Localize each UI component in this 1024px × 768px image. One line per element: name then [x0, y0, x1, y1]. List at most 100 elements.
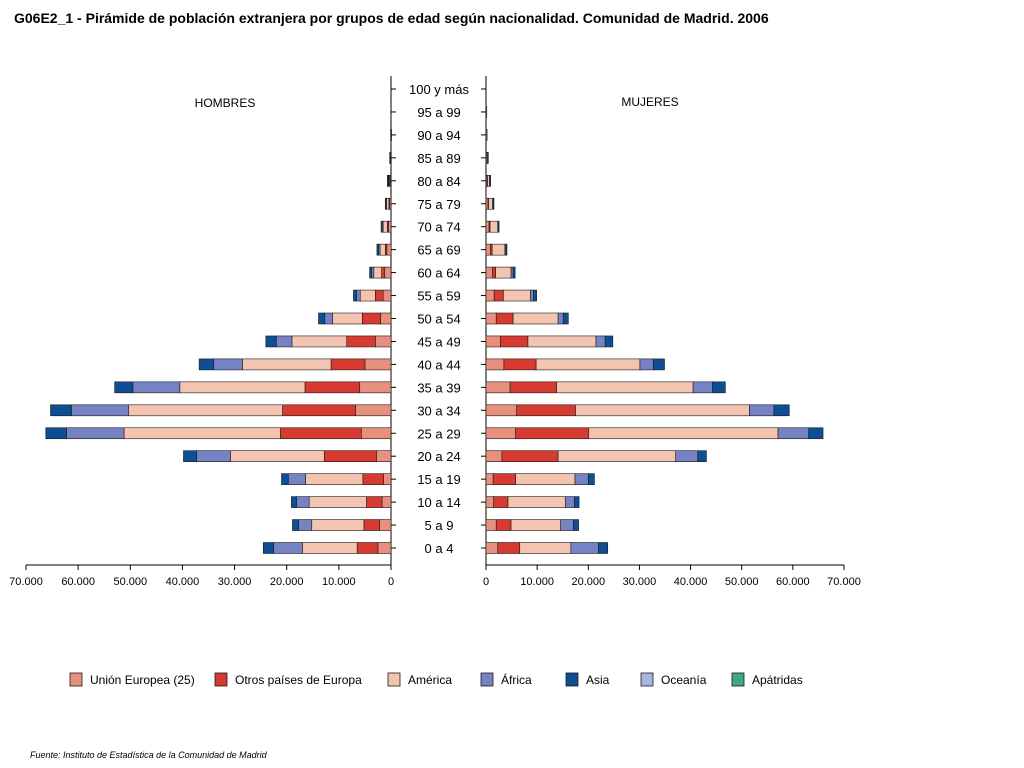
- men-value-tick-label: 30.000: [218, 576, 252, 588]
- men-value-tick-label: 40.000: [166, 576, 200, 588]
- women-bar-5-a-9-4: [573, 519, 579, 531]
- women-bar-45-a-49-4: [604, 335, 614, 348]
- women-value-tick-label: 70.000: [827, 576, 861, 588]
- men-bar-55-a-59-2: [359, 289, 376, 302]
- women-bar-15-a-19-4: [587, 473, 595, 485]
- men-bar-70-a-74-2: [382, 220, 388, 233]
- women-bar-40-a-44-3: [639, 358, 654, 371]
- men-bar-65-a-69-4: [376, 243, 379, 256]
- men-bar-40-a-44-2: [242, 358, 332, 371]
- men-bar-60-a-64-2: [373, 266, 382, 279]
- men-bar-50-a-54-3: [324, 312, 333, 325]
- men-value-tick-label: 50.000: [113, 576, 147, 588]
- men-bar-35-a-39-2: [179, 381, 306, 394]
- women-bar-30-a-34-4: [773, 404, 790, 417]
- men-bar-15-a-19-0: [383, 473, 392, 485]
- legend-label-3: África: [501, 672, 532, 687]
- women-bar-45-a-49-3: [595, 335, 606, 348]
- source-note: Fuente: Instituto de Estadística de la C…: [30, 750, 267, 760]
- women-bar-0-a-4-3: [570, 542, 599, 554]
- men-bar-30-a-34-2: [128, 404, 283, 417]
- age-label-0-a-4: 0 a 4: [425, 541, 454, 556]
- women-bar-10-a-14-2: [507, 496, 566, 508]
- men-bar-0-a-4-0: [377, 542, 392, 554]
- men-bar-90-a-94-2: [390, 129, 392, 141]
- men-bar-30-a-34-4: [50, 404, 72, 417]
- women-bar-35-a-39-3: [692, 381, 713, 394]
- women-bar-60-a-64-1: [492, 266, 497, 279]
- women-bar-30-a-34-1: [516, 404, 576, 417]
- women-bar-20-a-24-0: [485, 450, 503, 463]
- women-bar-30-a-34-0: [485, 404, 517, 417]
- women-panel-label: MUJERES: [621, 95, 678, 109]
- men-bar-70-a-74-4: [380, 220, 383, 233]
- legend-swatch-2: [387, 672, 401, 687]
- men-bar-45-a-49-1: [346, 335, 376, 348]
- men-bar-5-a-9-1: [363, 519, 380, 531]
- men-bar-45-a-49-0: [375, 335, 392, 348]
- women-bar-30-a-34-3: [749, 404, 775, 417]
- men-bar-20-a-24-2: [230, 450, 325, 463]
- women-bar-60-a-64-0: [485, 266, 493, 279]
- age-label-95-a-99: 95 a 99: [417, 105, 460, 120]
- men-bar-0-a-4-4: [262, 542, 274, 554]
- men-bar-40-a-44-0: [364, 358, 392, 371]
- women-bar-55-a-59-1: [493, 289, 504, 302]
- men-bar-30-a-34-0: [355, 404, 392, 417]
- women-bar-70-a-74-0: [485, 220, 490, 233]
- women-bars: [485, 106, 824, 554]
- men-bar-40-a-44-1: [330, 358, 366, 371]
- men-bar-45-a-49-3: [275, 335, 293, 348]
- women-value-tick-label: 50.000: [725, 576, 759, 588]
- men-value-tick-label: 10.000: [322, 576, 356, 588]
- women-bar-60-a-64-3: [510, 266, 514, 279]
- men-bar-25-a-29-2: [123, 427, 281, 440]
- men-bar-35-a-39-0: [359, 381, 392, 394]
- men-bar-60-a-64-4: [369, 266, 373, 279]
- women-bar-60-a-64-2: [495, 266, 512, 279]
- men-bar-5-a-9-2: [311, 519, 365, 531]
- men-bar-60-a-64-3: [371, 266, 375, 279]
- men-bar-55-a-59-3: [356, 289, 361, 302]
- age-label-15-a-19: 15 a 19: [417, 472, 460, 487]
- men-bar-20-a-24-4: [183, 450, 197, 463]
- women-ticks: 0 10.000 20.000 30.000 40.000 50.000 60.000 70.…: [483, 565, 861, 588]
- age-label-30-a-34: 30 a 34: [417, 403, 460, 418]
- women-bar-70-a-74-2: [489, 220, 499, 233]
- age-label-100-y-más: 100 y más: [409, 82, 469, 97]
- women-bar-30-a-34-2: [575, 404, 750, 417]
- age-label-75-a-79: 75 a 79: [417, 197, 460, 212]
- age-labels: 0 a 4 5 a 9 10 a 14 15 a 19 20 a 24 25 a 29 30…: [409, 82, 469, 556]
- women-bar-80-a-84-2: [487, 175, 490, 187]
- men-bar-35-a-39-3: [132, 381, 181, 394]
- men-bar-55-a-59-4: [353, 289, 357, 302]
- men-bar-60-a-64-1: [381, 266, 386, 279]
- women-bar-40-a-44-1: [503, 358, 537, 371]
- age-label-50-a-54: 50 a 54: [417, 312, 460, 327]
- women-bar-40-a-44-0: [485, 358, 505, 371]
- women-bar-40-a-44-2: [535, 358, 641, 371]
- age-label-85-a-89: 85 a 89: [417, 151, 460, 166]
- women-value-tick-label: 20.000: [571, 576, 605, 588]
- men-bar-10-a-14-4: [291, 496, 297, 508]
- men-bar-40-a-44-3: [213, 358, 243, 371]
- women-bar-35-a-39-1: [509, 381, 557, 394]
- women-bar-65-a-69-4: [505, 243, 508, 256]
- chart-title: G06E2_1 - Pirámide de población extranje…: [14, 10, 769, 26]
- legend-label-2: América: [408, 673, 452, 687]
- age-label-40-a-44: 40 a 44: [417, 357, 460, 372]
- women-bar-65-a-69-0: [485, 243, 491, 256]
- women-bar-10-a-14-1: [493, 496, 509, 508]
- men-bar-0-a-4-3: [273, 542, 303, 554]
- women-bar-35-a-39-2: [556, 381, 694, 394]
- men-bar-55-a-59-1: [375, 289, 384, 302]
- men-bar-15-a-19-1: [362, 473, 385, 485]
- women-bar-10-a-14-0: [485, 496, 494, 508]
- men-bar-5-a-9-0: [379, 519, 392, 531]
- age-label-35-a-39: 35 a 39: [417, 380, 460, 395]
- age-label-90-a-94: 90 a 94: [417, 128, 460, 143]
- women-value-tick-label: 60.000: [776, 576, 810, 588]
- women-value-tick-label: 0: [483, 576, 489, 588]
- women-bar-25-a-29-2: [588, 427, 779, 440]
